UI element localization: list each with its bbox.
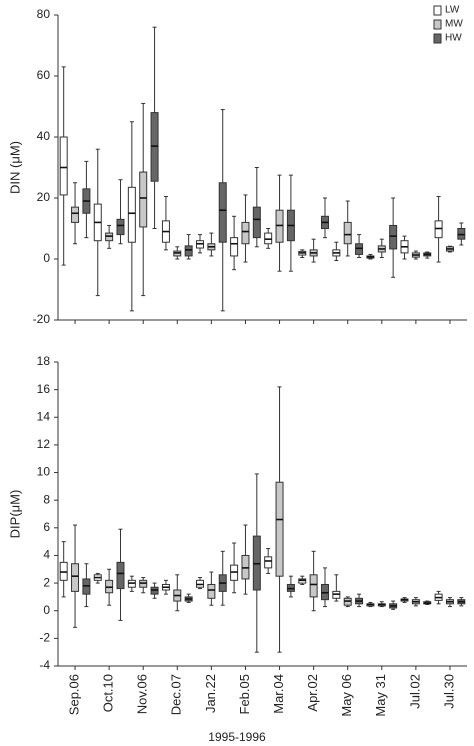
box	[218, 182, 227, 243]
x-tick-label: Feb.05	[237, 674, 252, 714]
x-tick-label: Sep.06	[66, 674, 81, 715]
box	[309, 574, 318, 598]
legend-label: LW	[445, 5, 460, 16]
box	[252, 206, 261, 239]
legend-swatch	[433, 19, 442, 30]
box	[207, 583, 216, 599]
y-tick-label: 0	[43, 603, 50, 617]
y-tick-label: 12	[37, 437, 51, 451]
legend-swatch	[433, 5, 442, 16]
x-tick-label: Mar.04	[271, 674, 286, 714]
y-axis-label: DIN (μM)	[7, 141, 22, 194]
y-tick-label: -4	[39, 658, 50, 672]
y-tick-label: -2	[39, 631, 50, 645]
y-tick-label: 6	[43, 520, 50, 534]
box	[71, 206, 80, 223]
y-tick-label: 2	[43, 575, 50, 589]
box	[71, 563, 80, 592]
x-tick-label: Dec.07	[169, 674, 184, 715]
x-tick-label: Jul.30	[441, 674, 456, 709]
x-tick-label: May 06	[339, 674, 354, 717]
box	[116, 218, 125, 236]
y-tick-label: 0	[43, 251, 50, 265]
y-tick-label: 4	[43, 548, 50, 562]
box	[59, 136, 68, 196]
y-tick-label: 14	[37, 409, 51, 423]
x-tick-label: Nov.06	[135, 674, 150, 714]
box	[139, 171, 148, 228]
x-tick-label: Apr.02	[305, 674, 320, 712]
y-tick-label: 80	[37, 7, 51, 21]
box	[230, 237, 239, 257]
box	[389, 224, 398, 250]
box	[275, 481, 284, 577]
box	[116, 561, 125, 590]
y-tick-label: 10	[37, 465, 51, 479]
x-tick-label: Oct.10	[101, 674, 116, 712]
x-tick-label: Jul.02	[407, 674, 422, 709]
y-tick-label: 40	[37, 129, 51, 143]
y-tick-label: 20	[37, 190, 51, 204]
y-tick-label: 60	[37, 68, 51, 82]
legend-label: HW	[445, 33, 462, 44]
y-tick-label: 8	[43, 492, 50, 506]
x-axis-label: 1995-1996	[208, 730, 266, 744]
box	[127, 186, 136, 243]
box	[184, 245, 193, 257]
y-tick-label: 16	[37, 382, 51, 396]
y-tick-label: -20	[33, 312, 51, 326]
x-tick-label: May 31	[373, 674, 388, 717]
x-tick-label: Jan.22	[203, 674, 218, 713]
y-axis-label: DIP(μM)	[7, 490, 22, 539]
legend-swatch	[433, 33, 442, 44]
legend-label: MW	[445, 19, 463, 30]
box	[241, 221, 250, 245]
y-tick-label: 18	[37, 354, 51, 368]
box	[343, 221, 352, 245]
box	[264, 556, 273, 569]
